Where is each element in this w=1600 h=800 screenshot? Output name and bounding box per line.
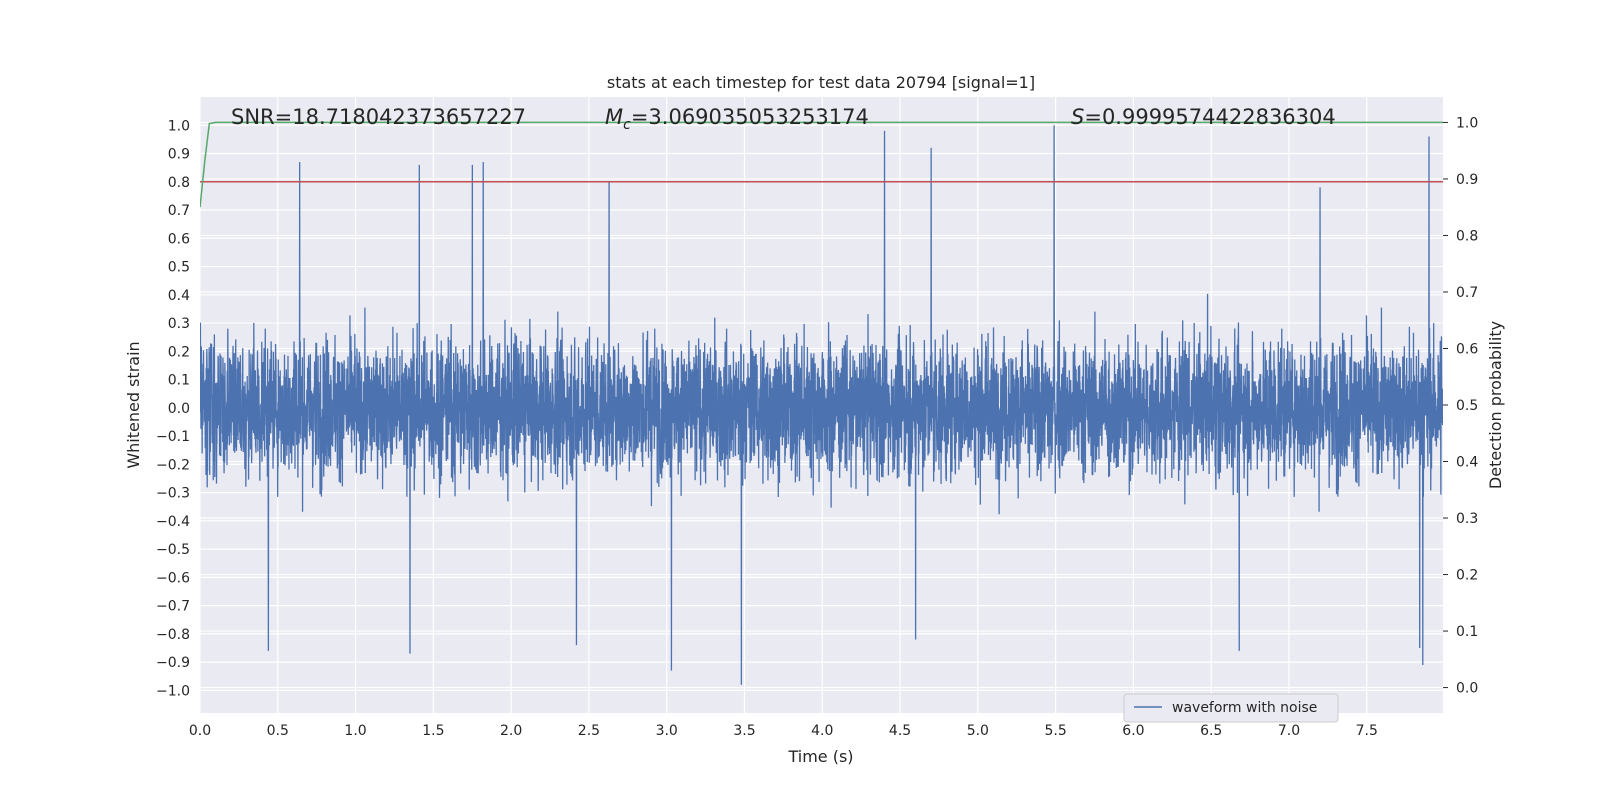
legend: waveform with noise [1123, 693, 1339, 723]
y-tick-label: −0.5 [156, 542, 190, 558]
x-tick-label: 0.5 [267, 723, 289, 739]
detection-probability-line [200, 121, 1443, 208]
y-tick-label: 0.2 [168, 344, 190, 360]
y-tick-label: 1.0 [168, 118, 190, 134]
x-tick-label: 7.0 [1278, 723, 1300, 739]
chirp-mass-annotation: Mc=3.069035053253174 [605, 105, 869, 133]
y-tick-label: −0.9 [156, 655, 190, 671]
x-tick-label: 0.0 [189, 723, 211, 739]
y2-tick-label: 0.1 [1456, 624, 1478, 640]
waveform-series [200, 125, 1443, 685]
chirp-mass-subscript: c [623, 117, 631, 133]
y-tick-label: 0.6 [168, 231, 190, 247]
y2-tick-label: 0.4 [1456, 455, 1478, 471]
significance-value: =0.9999574422836304 [1084, 105, 1335, 129]
significance-symbol: S [1071, 105, 1084, 129]
y2-tick-label: 0.3 [1456, 511, 1478, 527]
chirp-mass-symbol: M [605, 105, 623, 129]
y2-tick-label: 0.8 [1456, 228, 1478, 244]
y-axis-label: Whitened strain [124, 341, 143, 468]
y-tick-label: 0.8 [168, 175, 190, 191]
x-tick-label: 2.0 [500, 723, 522, 739]
x-tick-label: 1.0 [344, 723, 366, 739]
y-tick-label: 0.5 [168, 260, 190, 276]
x-axis-label: Time (s) [787, 747, 853, 766]
y-tick-label: 0.7 [168, 203, 190, 219]
x-axis-ticks: 0.0 0.5 1.0 1.5 2.0 2.5 3.0 3.5 4.0 4.5 5.0 5.5 6.0 6… [189, 723, 1378, 739]
chirp-mass-value: =3.069035053253174 [631, 105, 869, 129]
y-tick-label: −0.2 [156, 457, 190, 473]
y2-tick-label: 0.5 [1456, 398, 1478, 414]
legend-box [1123, 693, 1339, 723]
y-axis-ticks: 1.0 0.9 0.8 0.7 0.6 0.5 0.4 0.3 0.2 0.1 0.0 −0.1 −0.… [156, 118, 190, 699]
x-tick-label: 6.0 [1122, 723, 1144, 739]
y-tick-label: 0.4 [168, 288, 190, 304]
snr-annotation: SNR=18.718042373657227 [231, 105, 526, 129]
x-tick-label: 3.5 [733, 723, 755, 739]
y-tick-label: −1.0 [156, 683, 190, 699]
y-tick-label: −0.3 [156, 486, 190, 502]
x-tick-label: 2.5 [578, 723, 600, 739]
x-tick-label: 1.5 [422, 723, 444, 739]
legend-label: waveform with noise [1172, 700, 1317, 716]
y2-tick-label: 0.6 [1456, 341, 1478, 357]
y-tick-label: 0.3 [168, 316, 190, 332]
x-tick-label: 6.5 [1200, 723, 1222, 739]
y2-tick-label: 0.2 [1456, 568, 1478, 584]
y2-tick-label: 1.0 [1456, 115, 1478, 131]
x-tick-label: 3.0 [656, 723, 678, 739]
y2-axis-label: Detection probability [1486, 321, 1505, 489]
y-tick-label: 0.9 [168, 147, 190, 163]
y2-axis-ticks: 1.0 0.9 0.8 0.7 0.6 0.5 0.4 0.3 0.2 0.1 0.0 [1443, 115, 1478, 697]
significance-annotation: S=0.9999574422836304 [1071, 105, 1336, 129]
y-tick-label: 0.0 [168, 401, 190, 417]
x-tick-label: 5.0 [967, 723, 989, 739]
y2-tick-label: 0.0 [1456, 681, 1478, 697]
y-tick-label: −0.7 [156, 599, 190, 615]
y-tick-label: −0.6 [156, 570, 190, 586]
x-tick-label: 4.0 [811, 723, 833, 739]
y2-tick-label: 0.7 [1456, 285, 1478, 301]
y-tick-label: −0.1 [156, 429, 190, 445]
x-tick-label: 7.5 [1356, 723, 1378, 739]
y2-tick-label: 0.9 [1456, 172, 1478, 188]
chart-title: stats at each timestep for test data 207… [607, 73, 1035, 92]
y-tick-label: −0.4 [156, 514, 190, 530]
x-tick-label: 5.5 [1044, 723, 1066, 739]
y-tick-label: −0.8 [156, 627, 190, 643]
x-tick-label: 4.5 [889, 723, 911, 739]
y-tick-label: 0.1 [168, 373, 190, 389]
